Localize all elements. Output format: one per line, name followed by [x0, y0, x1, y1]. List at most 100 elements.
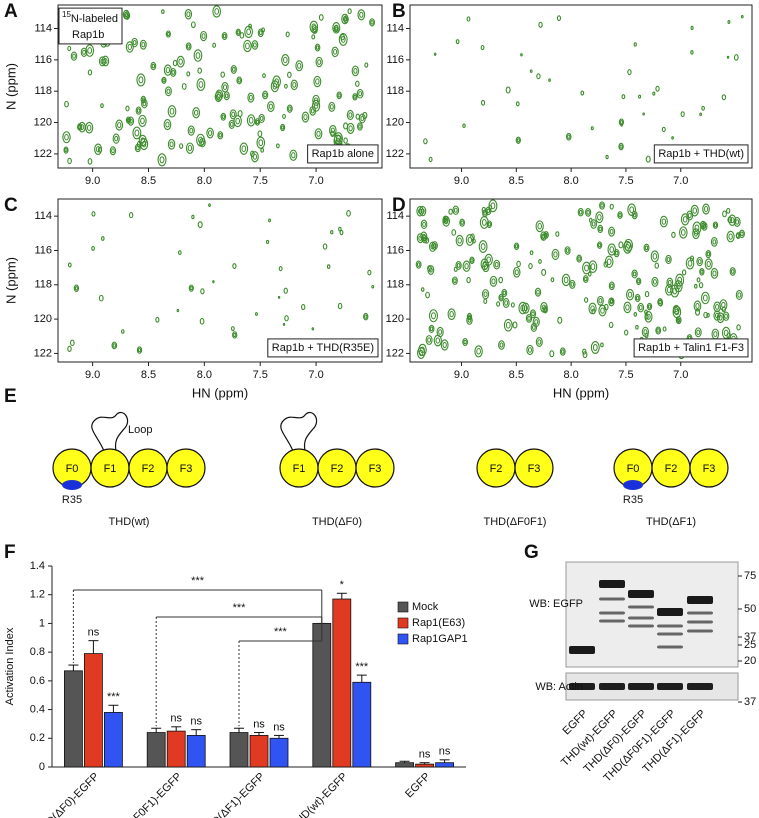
peak — [151, 63, 156, 69]
peak — [188, 284, 194, 292]
peak — [169, 141, 174, 148]
bar — [269, 737, 289, 768]
peak — [248, 23, 252, 29]
peak — [291, 152, 296, 159]
blot-band — [687, 629, 713, 633]
significance-label: ns — [253, 718, 265, 730]
peak — [723, 329, 729, 337]
blot-band — [628, 624, 654, 628]
peak — [433, 52, 437, 56]
peak — [534, 287, 542, 297]
blot-band — [687, 596, 713, 604]
peak — [502, 290, 506, 296]
marker-label: 37 — [744, 631, 756, 643]
peak — [425, 291, 430, 299]
panel-label: G — [524, 542, 539, 563]
x-tick-label: 7.0 — [673, 175, 688, 187]
peak — [208, 130, 213, 136]
peak — [295, 60, 304, 72]
peak — [694, 327, 702, 338]
peak — [462, 123, 466, 129]
peak — [655, 326, 662, 335]
peak — [467, 317, 472, 323]
peak — [137, 347, 142, 353]
peak — [679, 226, 688, 239]
peak — [530, 322, 538, 332]
blot-band — [657, 624, 683, 628]
peak — [179, 143, 184, 149]
peak — [187, 44, 191, 49]
peak — [609, 246, 615, 253]
peak — [592, 344, 598, 351]
peak — [370, 20, 374, 25]
peak — [675, 273, 685, 287]
peak — [70, 51, 78, 61]
panel-label: D — [392, 195, 406, 216]
peak — [590, 305, 595, 312]
peak — [438, 329, 443, 335]
peak — [230, 65, 237, 74]
peak — [459, 218, 466, 227]
peak — [482, 261, 490, 273]
peak — [420, 287, 425, 292]
peak — [735, 219, 740, 225]
peak — [346, 122, 355, 134]
peak — [510, 302, 515, 308]
peak — [223, 91, 230, 101]
peak — [443, 217, 448, 222]
peak — [199, 137, 206, 148]
peak — [462, 337, 469, 347]
x-tick-label: 8.0 — [563, 369, 578, 381]
blot-band — [599, 580, 625, 588]
peak — [474, 345, 483, 358]
peak — [216, 93, 221, 100]
peak — [125, 116, 132, 124]
peak — [246, 28, 252, 36]
peak — [423, 138, 428, 145]
bracket-label: *** — [233, 602, 247, 614]
peak — [681, 269, 687, 276]
peak — [715, 304, 720, 310]
peak — [420, 219, 428, 230]
peak — [629, 206, 635, 214]
peak — [656, 328, 660, 333]
blot-band — [687, 620, 713, 624]
peak — [710, 237, 718, 247]
peak — [195, 52, 201, 59]
x-tick-label: 8.5 — [509, 175, 524, 187]
peak — [608, 226, 616, 237]
spectrum-frame — [57, 198, 383, 363]
peak — [525, 314, 533, 323]
peak — [690, 204, 699, 217]
marker-label: 25 — [744, 639, 756, 651]
peak — [626, 241, 631, 249]
peak — [514, 244, 519, 249]
blot-band — [569, 646, 595, 654]
peak — [220, 112, 227, 121]
peak — [63, 146, 69, 154]
peak — [582, 261, 591, 275]
peak — [582, 275, 589, 284]
bar — [249, 735, 269, 768]
peak — [480, 44, 485, 51]
peak — [322, 243, 328, 250]
peak — [512, 321, 518, 329]
peak — [608, 297, 615, 307]
construct-name: THD(ΔF0) — [312, 516, 362, 528]
y-tick-label: 114 — [386, 210, 404, 222]
peak — [727, 20, 731, 24]
peak — [706, 312, 710, 318]
x-tick-label: 7.5 — [618, 175, 633, 187]
peak — [440, 339, 449, 351]
significance-label: ns — [273, 721, 285, 733]
peak — [239, 32, 245, 39]
inset-label: Rap1b — [72, 29, 104, 41]
peak — [427, 265, 435, 275]
peak — [453, 207, 458, 213]
peak — [125, 41, 134, 53]
peak — [703, 206, 709, 213]
peak — [603, 261, 609, 268]
peak — [100, 58, 105, 65]
peak — [733, 54, 739, 61]
spectrum-peaks — [415, 199, 745, 360]
